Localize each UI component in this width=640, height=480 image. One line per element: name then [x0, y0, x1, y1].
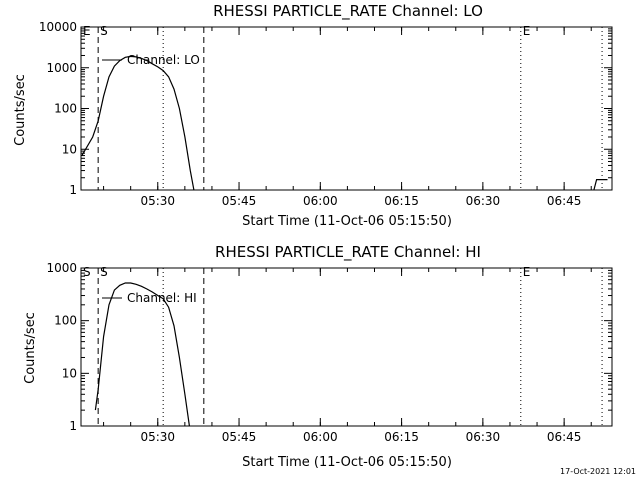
series-line: [593, 179, 608, 191]
corner-marker-label: S: [83, 265, 91, 279]
x-axis-label: Start Time (11-Oct-06 05:15:50): [242, 455, 452, 470]
x-tick-label: 06:15: [384, 194, 419, 208]
legend-label: Channel: HI: [127, 291, 197, 305]
plot-frame: [80, 267, 613, 427]
time-marker-label: E: [523, 265, 531, 279]
x-tick-label: 06:15: [384, 430, 419, 444]
chart-title: RHESSI PARTICLE_RATE Channel: HI: [215, 243, 481, 262]
x-tick-label: 06:30: [466, 194, 501, 208]
time-marker-label: E: [523, 24, 531, 38]
plot-frame: [80, 26, 613, 191]
time-marker-label: S: [100, 24, 108, 38]
x-tick-label: 06:00: [303, 430, 338, 444]
y-tick-label: 100: [54, 102, 77, 116]
x-axis-label: Start Time (11-Oct-06 05:15:50): [242, 214, 452, 229]
y-tick-label: 10: [62, 366, 77, 380]
x-tick-label: 06:30: [466, 430, 501, 444]
x-tick-label: 06:45: [547, 430, 582, 444]
x-tick-label: 05:45: [222, 430, 257, 444]
x-tick-label: 06:45: [547, 194, 582, 208]
x-tick-label: 05:30: [140, 430, 175, 444]
x-tick-label: 05:30: [140, 194, 175, 208]
y-tick-label: 10000: [39, 20, 77, 34]
x-tick-label: 06:00: [303, 194, 338, 208]
series-line: [81, 55, 195, 191]
y-axis-label: Counts/sec: [23, 312, 38, 384]
y-axis-label: Counts/sec: [13, 74, 28, 146]
y-tick-label: 1: [69, 183, 77, 197]
corner-marker-label: E: [83, 24, 91, 38]
y-tick-label: 100: [54, 314, 77, 328]
y-tick-label: 1: [69, 419, 77, 433]
series-line: [94, 282, 190, 427]
lo-channel-panel: RHESSI PARTICLE_RATE Channel: LO Counts/…: [13, 2, 613, 229]
time-marker-label: S: [100, 265, 108, 279]
footer-date: 17-Oct-2021 12:01: [560, 467, 636, 476]
chart-title: RHESSI PARTICLE_RATE Channel: LO: [213, 2, 483, 21]
y-tick-label: 1000: [46, 261, 77, 275]
legend-label: Channel: LO: [127, 53, 200, 67]
hi-channel-panel: RHESSI PARTICLE_RATE Channel: HI Counts/…: [23, 243, 613, 470]
x-tick-label: 05:45: [222, 194, 257, 208]
y-tick-label: 1000: [46, 61, 77, 75]
y-tick-label: 10: [62, 142, 77, 156]
